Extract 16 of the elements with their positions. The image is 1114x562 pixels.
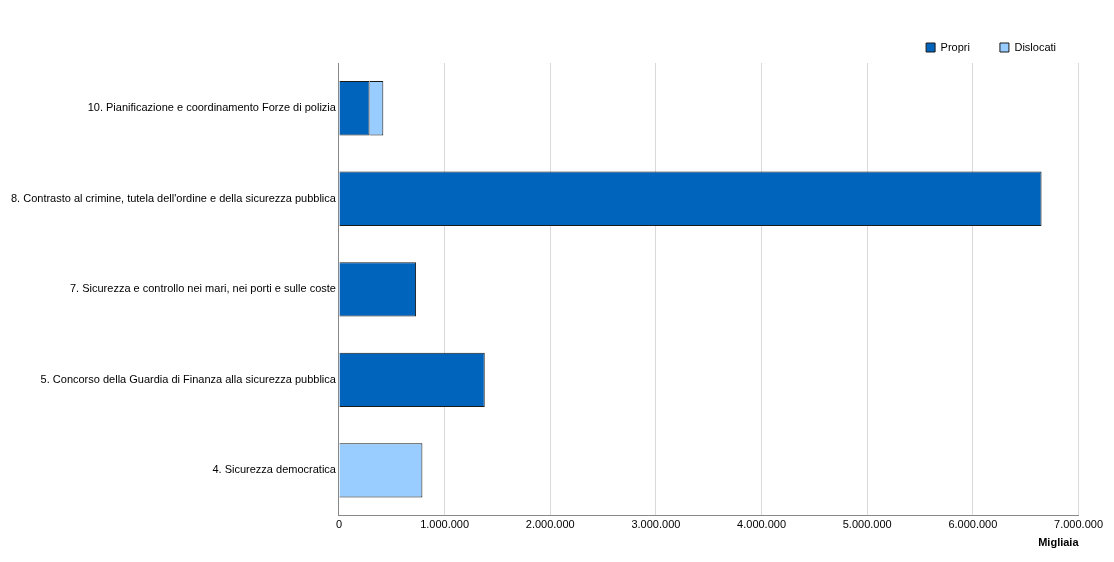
y-tick-label: 5. Concorso della Guardia di Finanza alla sicurezza pubblica: [40, 372, 337, 385]
x-axis-title: Migliaia: [1038, 536, 1080, 549]
x-tick-label: 3.000.000: [631, 518, 681, 531]
y-tick-label: 10. Pianificazione e coordinamento Forze di polizia: [87, 101, 337, 114]
legend-label: Dislocati: [1014, 40, 1057, 53]
legend-label: Propri: [940, 40, 970, 53]
y-tick-label: 8. Contrasto al crimine, tutela dell'ordine e della sicurezza pubblica: [10, 191, 337, 204]
y-tick-label: 7. Sicurezza e controllo nei mari, nei porti e sulle coste: [69, 282, 336, 295]
x-tick-label: 5.000.000: [842, 518, 892, 531]
x-tick-label: 1.000.000: [420, 518, 470, 531]
x-tick-label: 0: [335, 518, 342, 531]
x-tick-label: 6.000.000: [948, 518, 998, 531]
x-tick-label: 2.000.000: [525, 518, 575, 531]
x-tick-label: 4.000.000: [737, 518, 787, 531]
x-tick-label: 7.000.000: [1054, 518, 1103, 531]
y-tick-label: 4. Sicurezza democratica: [212, 463, 337, 476]
